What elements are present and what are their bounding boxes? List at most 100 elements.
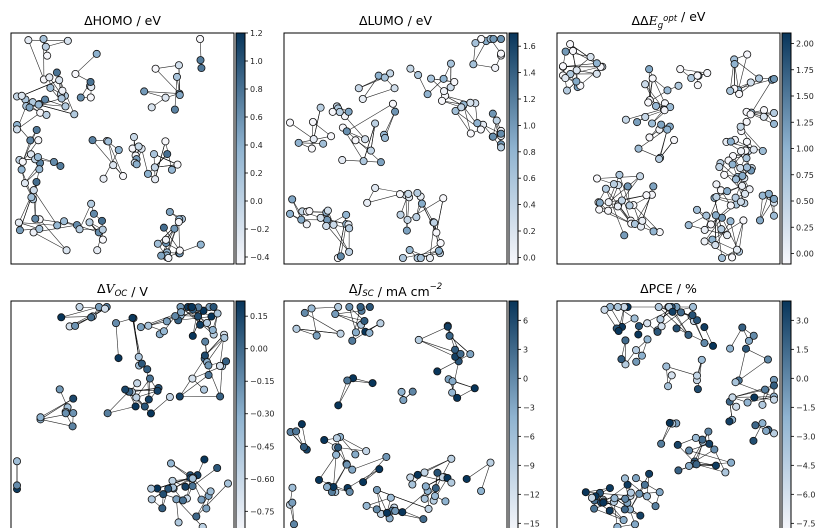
network-node	[344, 107, 353, 116]
network-node	[402, 226, 411, 235]
network-node	[621, 360, 630, 369]
colorbar-tick-label: 0.0	[250, 197, 263, 206]
network-edge	[176, 499, 203, 528]
network-edge	[336, 438, 347, 464]
network-edge	[429, 222, 435, 259]
network-node	[700, 339, 709, 348]
network-node	[731, 175, 740, 184]
network-node	[134, 142, 143, 151]
network-node	[288, 195, 297, 204]
network-node	[436, 239, 445, 248]
network-edge	[349, 306, 357, 333]
network-edge	[150, 396, 171, 414]
network-node	[496, 129, 505, 138]
network-node	[688, 311, 697, 320]
network-node	[165, 393, 174, 402]
colorbar-frame	[508, 32, 519, 265]
network-nodes	[285, 302, 495, 528]
colorbar-tick-label: −0.15	[250, 377, 275, 386]
network-edge	[715, 215, 723, 259]
network-node	[200, 351, 209, 360]
colorbar-tick-label: 6	[523, 316, 528, 325]
network-node	[700, 323, 709, 332]
network-node	[26, 136, 35, 145]
network-node	[398, 508, 407, 517]
network-node	[187, 302, 196, 311]
colorbar: 2.00 1.75 1.50 1.25 1.00 0.75 0.50 0.25 0.00	[781, 32, 814, 265]
network-node	[366, 146, 375, 155]
network-node	[469, 60, 478, 69]
network-node	[620, 474, 629, 483]
network-node	[728, 160, 737, 169]
network-node	[738, 181, 747, 190]
network-node	[143, 365, 152, 374]
network-node	[144, 321, 153, 330]
network-node	[450, 77, 459, 86]
network-node	[316, 103, 325, 112]
network-node	[20, 179, 29, 188]
network-node	[637, 351, 646, 360]
network-node	[175, 246, 184, 255]
network-node	[717, 253, 726, 262]
network-edge	[370, 123, 376, 151]
network-node	[403, 215, 412, 224]
network-edge	[344, 115, 366, 140]
network-node	[657, 120, 666, 129]
network-node	[153, 386, 162, 395]
plot-frame	[556, 32, 781, 265]
network-edge	[148, 315, 176, 326]
network-node	[685, 446, 694, 455]
colorbar-tick-label: 0.6	[250, 113, 263, 122]
network-node	[633, 118, 642, 127]
colorbar-tick-label: 1.2	[250, 29, 263, 38]
network-node	[140, 87, 149, 96]
network-node	[712, 180, 721, 189]
network-node	[651, 101, 660, 110]
network-node	[60, 217, 69, 226]
network-node	[163, 150, 172, 159]
network-node	[177, 308, 186, 317]
network-node	[41, 95, 50, 104]
network-node	[61, 102, 70, 111]
network-node	[312, 331, 321, 340]
network-node	[736, 197, 745, 206]
network-node	[174, 518, 183, 527]
network-node	[693, 385, 702, 394]
network-node	[723, 231, 732, 240]
network-node	[477, 487, 486, 496]
network-node	[114, 354, 123, 363]
network-node	[751, 421, 760, 430]
colorbar-tick-label: 1.75	[796, 66, 814, 75]
plot-frame	[10, 32, 235, 265]
network-node	[642, 191, 651, 200]
network-node	[413, 470, 422, 479]
network-nodes	[12, 302, 232, 528]
network-node	[700, 225, 709, 234]
network-node	[208, 325, 217, 334]
network-edge	[689, 450, 732, 463]
network-node	[740, 189, 749, 198]
network-edge	[22, 129, 37, 162]
network-node	[69, 409, 78, 418]
network-edge	[206, 337, 225, 363]
network-node	[323, 206, 332, 215]
network-edge	[333, 454, 337, 488]
network-node	[194, 312, 203, 321]
network-node	[770, 429, 779, 438]
network-node	[109, 161, 118, 170]
network-edges	[16, 306, 229, 528]
colorbar-tick-label: −0.4	[250, 253, 269, 262]
network-node	[204, 371, 213, 380]
network-edge	[362, 87, 395, 100]
network-node	[770, 395, 779, 404]
network-edge	[311, 121, 314, 149]
network-node	[742, 163, 751, 172]
colorbar-tick-label: −4.5	[796, 461, 815, 470]
network-node	[665, 418, 674, 427]
network-node	[706, 220, 715, 229]
colorbar-tick-label: 3.0	[796, 316, 809, 325]
network-edge	[745, 348, 769, 360]
network-edge	[313, 107, 321, 140]
network-node	[69, 394, 78, 403]
network-node	[29, 228, 38, 237]
